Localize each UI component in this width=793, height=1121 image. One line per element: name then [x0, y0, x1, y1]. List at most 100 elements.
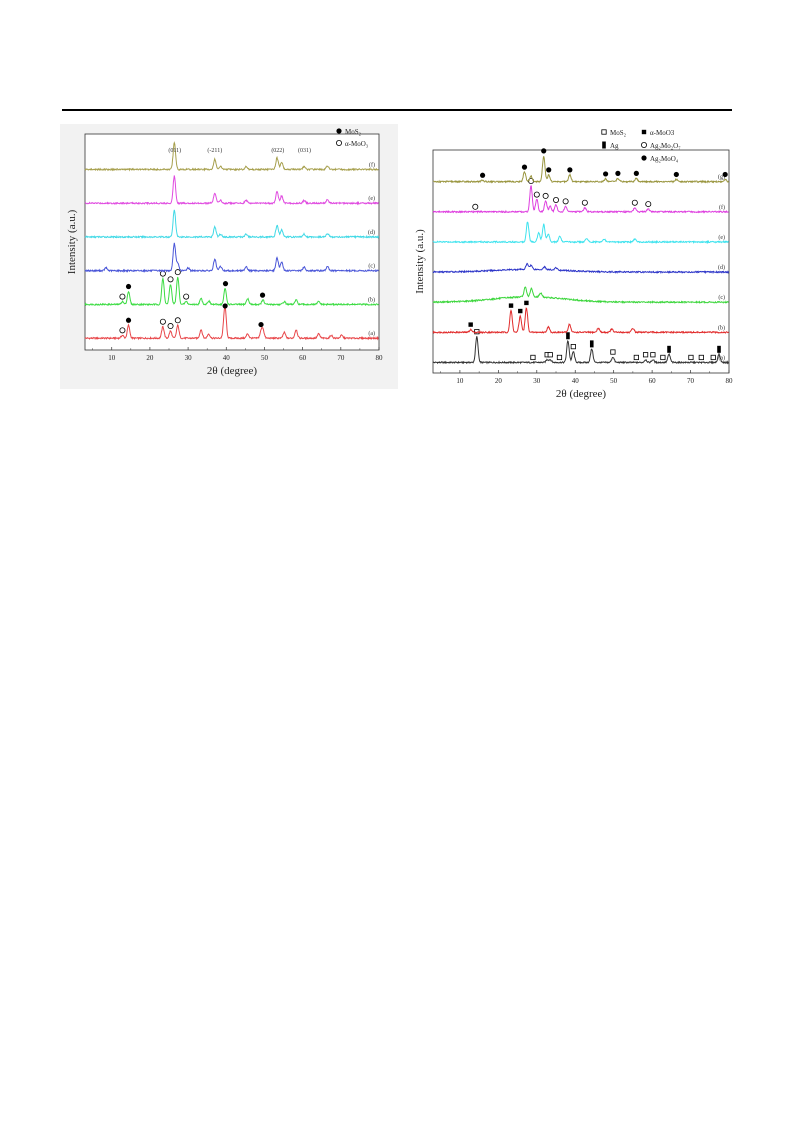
marker-filled-bar — [566, 332, 570, 340]
x-tick-label: 60 — [649, 377, 657, 385]
series-line — [84, 175, 379, 206]
marker-open-square — [710, 354, 716, 361]
marker-open-circle — [159, 318, 166, 325]
marker-open-circle — [553, 196, 560, 203]
series-c: (c) — [84, 242, 379, 273]
peak-label: (022) — [271, 147, 284, 154]
series-d: (d) — [84, 209, 380, 240]
marker-filled-circle — [258, 321, 264, 328]
legend-marker-open-circle — [335, 139, 342, 146]
marker-open-circle — [533, 191, 540, 198]
marker-filled-circle — [603, 171, 609, 177]
marker-open-circle — [167, 276, 174, 283]
y-axis-label: Intensity (a.u.) — [66, 209, 78, 274]
marker-filled-circle — [259, 292, 266, 298]
series-line — [432, 262, 730, 275]
marker-filled-bar — [717, 345, 721, 353]
series-f: (f) — [432, 178, 730, 214]
marker-filled-square — [524, 300, 529, 306]
marker-filled-circle — [125, 283, 132, 290]
x-tick-label: 80 — [726, 377, 734, 385]
marker-open-square — [547, 352, 553, 358]
x-tick-label: 80 — [376, 354, 384, 362]
marker-filled-circle — [222, 281, 229, 287]
plot-frame — [432, 149, 730, 374]
series-line — [84, 304, 379, 341]
legend-marker-filled-circle — [336, 128, 342, 134]
series-g: (g) — [432, 148, 730, 184]
legend-marker-open-circle — [640, 141, 647, 148]
series-label: (b) — [718, 324, 725, 331]
x-axis-label: 2θ (degree) — [556, 388, 606, 400]
series-line — [432, 156, 730, 184]
series-label: (e) — [368, 195, 375, 202]
series-line — [432, 286, 729, 304]
series-b: (b) — [432, 300, 729, 335]
marker-open-square — [650, 352, 656, 358]
marker-open-square — [570, 344, 576, 350]
marker-open-circle — [631, 199, 638, 206]
marker-open-circle — [183, 293, 190, 300]
marker-filled-bar — [589, 340, 594, 348]
x-tick-label: 40 — [572, 377, 580, 385]
marker-filled-bar — [667, 345, 671, 353]
marker-filled-circle — [567, 167, 573, 173]
legend-label: Ag₂MoO₄ — [650, 155, 679, 163]
legend-marker-filled-square — [641, 129, 647, 135]
series-label: (e) — [718, 234, 725, 241]
legend-label: MoS₂ — [610, 129, 627, 137]
peak-label: (031) — [298, 147, 311, 154]
xrd-chart-left-svg: 10 20 30 40 50 60 70 80 2θ (degree) Intensity (a.… — [66, 128, 384, 377]
marker-open-circle — [174, 317, 181, 324]
series-e: (e) — [432, 221, 729, 245]
series-label: (f) — [719, 204, 725, 211]
xrd-chart-right: 10 20 30 40 50 60 70 80 2θ (degree) Intensity (a.… — [398, 124, 743, 414]
marker-open-circle — [119, 327, 126, 334]
series-a: (a) — [84, 303, 379, 341]
series-d: (d) — [432, 262, 730, 275]
marker-filled-square — [508, 303, 514, 308]
legend-label: α-MoO3 — [650, 129, 675, 137]
series-label: (c) — [368, 263, 375, 270]
marker-open-circle — [581, 199, 588, 206]
marker-open-circle — [472, 203, 479, 210]
marker-filled-circle — [673, 171, 679, 178]
x-tick-label: 70 — [337, 354, 345, 362]
x-tick-label: 50 — [610, 377, 618, 385]
x-tick-label: 30 — [185, 354, 193, 362]
series-line — [432, 185, 730, 214]
marker-filled-circle — [546, 167, 552, 173]
series-line — [432, 221, 729, 245]
marker-filled-circle — [541, 148, 547, 154]
legend-label: α-MoO₃ — [345, 140, 369, 148]
marker-open-circle — [119, 293, 126, 300]
marker-open-square — [610, 349, 616, 355]
marker-open-square — [642, 352, 649, 358]
legend-label: Ag — [610, 142, 619, 150]
x-tick-label: 10 — [456, 377, 464, 385]
plot-frame — [84, 133, 380, 351]
marker-filled-square — [518, 308, 523, 314]
x-tick-label: 70 — [687, 377, 695, 385]
top-rule — [62, 109, 732, 111]
series-line — [84, 209, 380, 240]
marker-open-square — [633, 354, 639, 361]
marker-filled-circle — [125, 317, 132, 323]
marker-filled-circle — [633, 170, 639, 176]
series-label: (c) — [718, 294, 725, 301]
marker-open-square — [530, 354, 536, 361]
marker-open-circle — [562, 198, 569, 205]
legend-marker-filled-circle — [641, 155, 647, 161]
legend-marker-filled-bar — [602, 141, 606, 149]
peak-label: (011) — [168, 147, 181, 154]
marker-open-square — [688, 354, 694, 361]
xrd-chart-left: 10 20 30 40 50 60 70 80 2θ (degree) Intensity (a.… — [60, 124, 398, 389]
series-label: (a) — [368, 330, 375, 337]
legend-label: MoS₂ — [345, 128, 362, 136]
series-line — [84, 242, 379, 273]
legend-label: Ag₂Mo₂O₇ — [650, 142, 681, 150]
series-label: (d) — [718, 264, 725, 271]
x-tick-label: 60 — [299, 354, 307, 362]
marker-open-circle — [167, 323, 174, 330]
series-label: (d) — [368, 229, 375, 236]
